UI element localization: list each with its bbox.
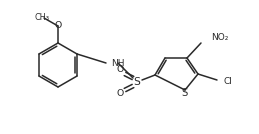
Text: O: O [116,90,124,98]
Text: O: O [54,21,62,31]
Text: O: O [116,66,124,75]
Text: CH₃: CH₃ [34,12,49,21]
Text: NO₂: NO₂ [211,34,228,42]
Text: S: S [134,77,140,87]
Text: NH: NH [111,59,125,68]
Text: Cl: Cl [223,77,232,87]
Text: S: S [182,88,188,98]
